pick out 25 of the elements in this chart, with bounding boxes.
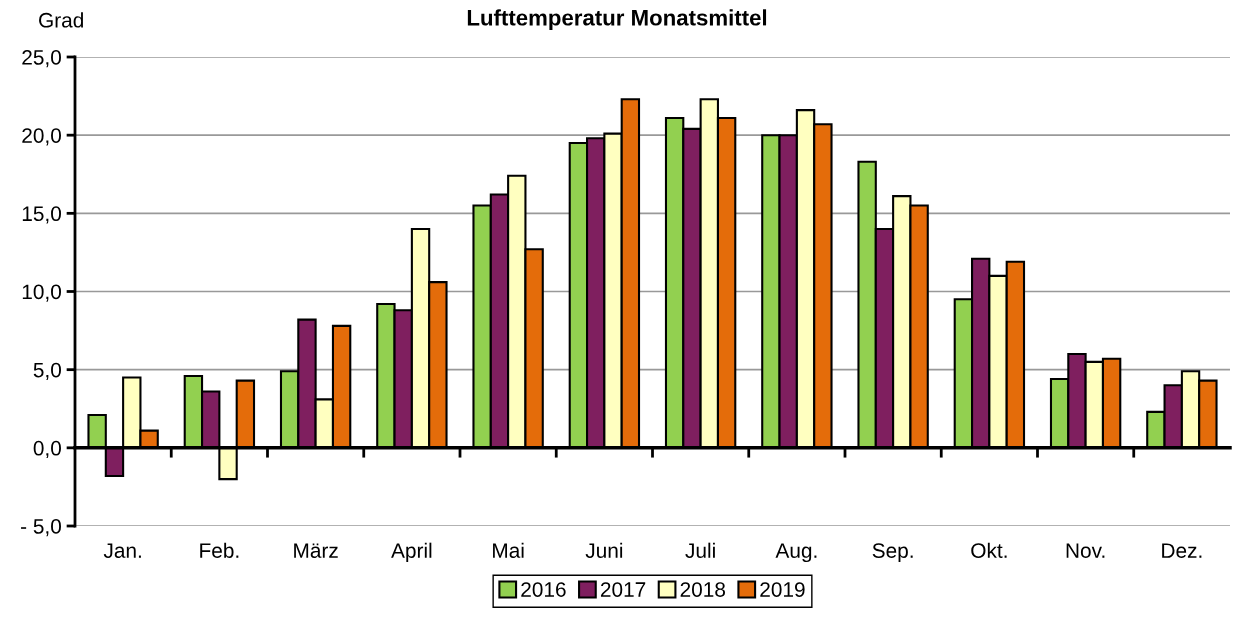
x-tick-label: Aug. [775,543,817,563]
y-tick-label: 20,0 [22,128,61,146]
x-tick-label: Mai [493,542,524,558]
legend-label: 2019 [760,582,805,597]
x-tick-label: Juni [585,542,623,558]
x-tick-label: Sep. [872,543,913,563]
y-tick-label: 25,0 [22,50,61,68]
y-axis-title: Grad [39,12,83,28]
x-tick-label: Nov. [1066,543,1105,558]
y-tick-label: - 5,0 [21,519,61,537]
x-tick-label: Okt. [971,542,1007,558]
y-tick-label: 5,0 [33,362,61,380]
legend-label: 2017 [600,582,646,597]
legend-label: 2016 [521,582,566,597]
y-tick-label: 10,0 [22,284,61,302]
y-tick-label: 15,0 [22,206,61,224]
legend-label: 2018 [680,582,726,597]
chart-title: Lufttemperatur Monatsmittel [467,9,767,30]
x-tick-label: Juli [685,542,715,558]
y-tick-label: 0,0 [33,440,61,459]
x-tick-label: März [294,543,338,558]
x-tick-label: Jan. [103,543,141,558]
x-tick-label: Dez. [1162,543,1202,558]
x-tick-label: April [391,542,432,563]
x-tick-label: Feb. [200,542,239,558]
